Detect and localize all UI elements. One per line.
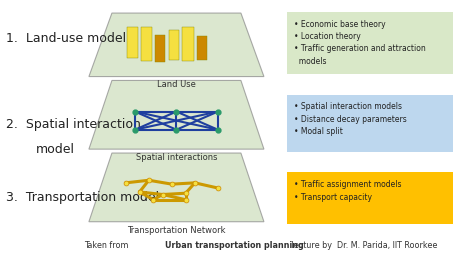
- Text: • Location theory: • Location theory: [294, 32, 361, 41]
- Text: • Economic base theory: • Economic base theory: [294, 20, 385, 29]
- FancyBboxPatch shape: [182, 27, 194, 61]
- Text: 3.  Transportation model: 3. Transportation model: [6, 191, 159, 204]
- Text: Land Use: Land Use: [157, 80, 196, 89]
- Text: Spatial interactions: Spatial interactions: [136, 153, 217, 162]
- Text: 2.  Spatial interaction: 2. Spatial interaction: [6, 118, 141, 131]
- FancyBboxPatch shape: [169, 30, 179, 60]
- FancyBboxPatch shape: [287, 172, 453, 224]
- FancyBboxPatch shape: [127, 27, 138, 58]
- FancyBboxPatch shape: [287, 95, 453, 152]
- Text: • Traffic generation and attraction: • Traffic generation and attraction: [294, 45, 426, 53]
- Polygon shape: [89, 80, 264, 149]
- Text: Transportation Network: Transportation Network: [127, 226, 226, 234]
- Text: 1.  Land-use model: 1. Land-use model: [6, 32, 126, 46]
- Text: • Traffic assignment models: • Traffic assignment models: [294, 180, 401, 189]
- FancyBboxPatch shape: [155, 35, 165, 62]
- Text: • Modal split: • Modal split: [294, 127, 343, 136]
- FancyBboxPatch shape: [197, 36, 207, 60]
- Text: • Transport capacity: • Transport capacity: [294, 193, 372, 202]
- Text: lecture by  Dr. M. Parida, IIT Roorkee: lecture by Dr. M. Parida, IIT Roorkee: [289, 241, 438, 250]
- Text: model: model: [36, 143, 75, 156]
- FancyBboxPatch shape: [287, 12, 453, 74]
- FancyBboxPatch shape: [141, 27, 152, 61]
- Text: Urban transportation planning: Urban transportation planning: [165, 241, 304, 250]
- Text: models: models: [294, 57, 327, 66]
- Polygon shape: [89, 153, 264, 222]
- Text: Taken from: Taken from: [84, 241, 131, 250]
- Polygon shape: [89, 13, 264, 77]
- Text: • Spatial interaction models: • Spatial interaction models: [294, 102, 402, 112]
- Text: • Distance decay parameters: • Distance decay parameters: [294, 115, 407, 124]
